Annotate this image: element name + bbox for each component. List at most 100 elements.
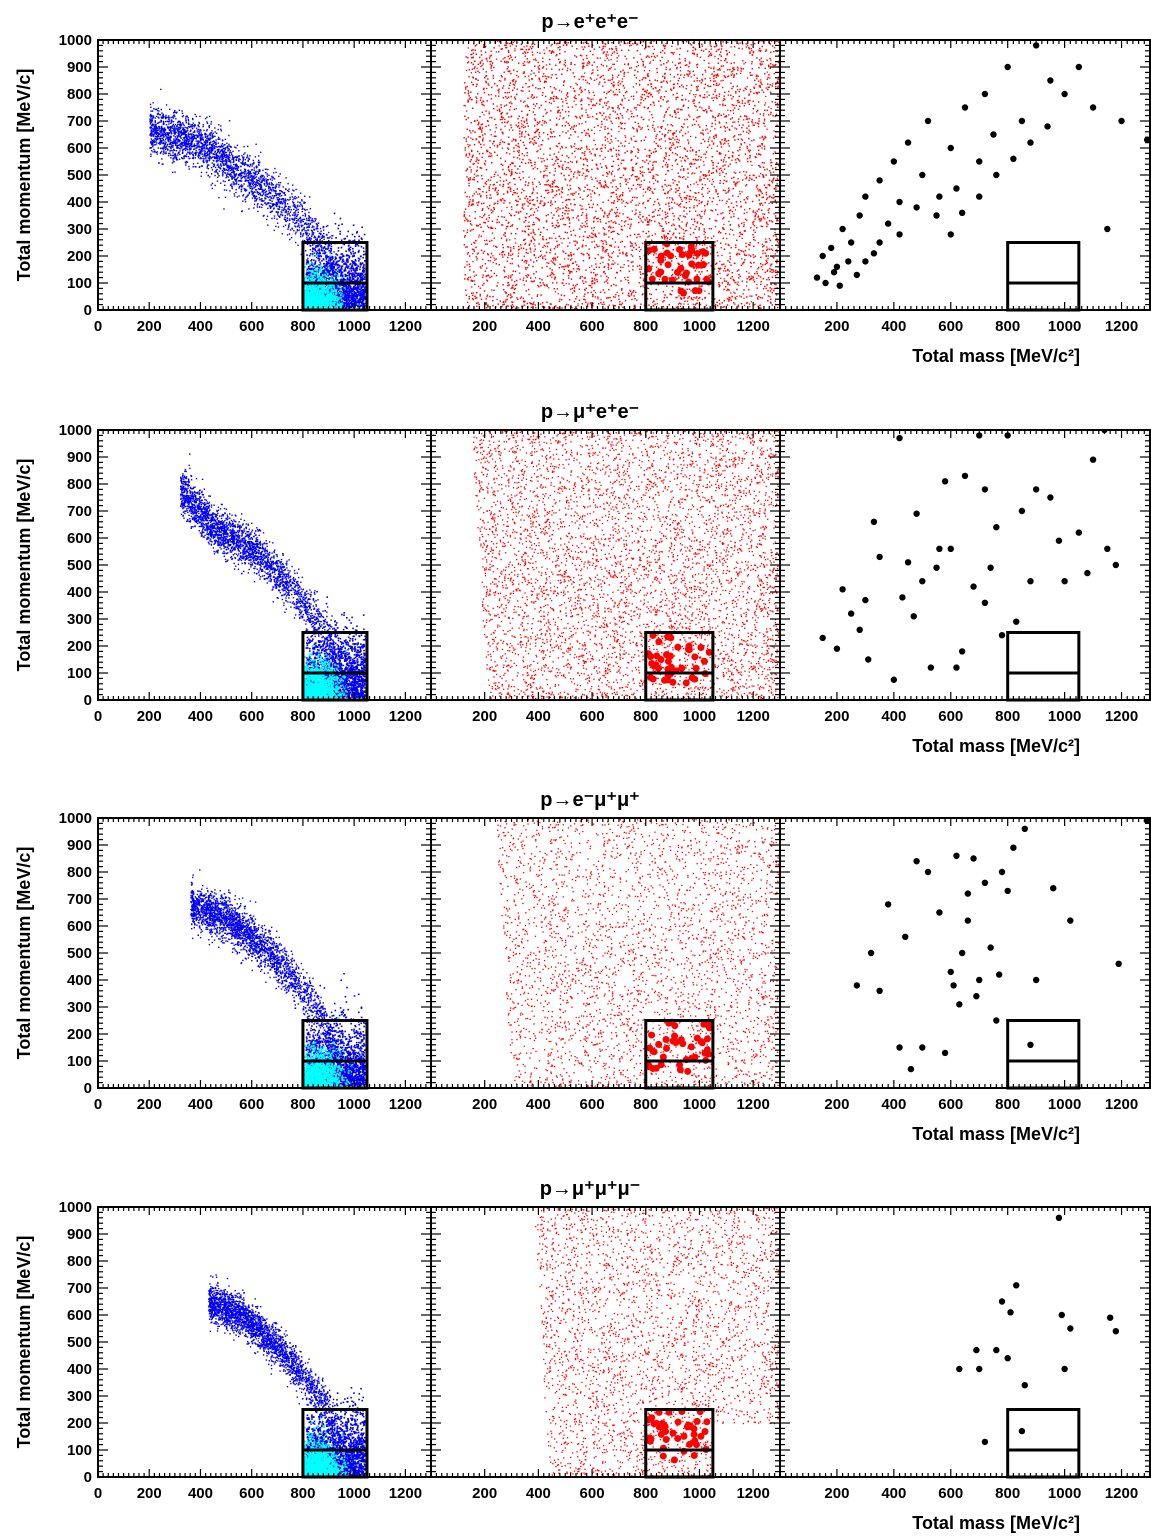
signal-mc-point (192, 166, 194, 168)
signal-mc-selected-point (340, 303, 342, 306)
signal-mc-point (342, 258, 344, 261)
signal-mc-point (247, 159, 249, 161)
signal-mc-point (212, 136, 214, 138)
signal-mc-point (172, 140, 175, 143)
signal-mc-point (160, 140, 163, 142)
signal-mc-point (345, 289, 348, 291)
signal-mc-point (362, 289, 365, 291)
signal-mc-point (363, 271, 365, 274)
signal-mc-point (334, 271, 336, 273)
signal-mc-point (279, 215, 281, 218)
signal-mc-point (328, 244, 331, 247)
signal-mc-point (217, 155, 219, 158)
signal-mc-point (301, 205, 303, 208)
signal-mc-point (291, 214, 294, 216)
signal-mc-point (225, 164, 227, 166)
signal-mc-selected-point (332, 292, 335, 295)
signal-mc-point (216, 149, 218, 151)
signal-mc-point (172, 130, 174, 132)
signal-mc-point (293, 201, 295, 204)
signal-mc-point (206, 161, 208, 164)
signal-mc-point (313, 235, 316, 238)
signal-mc-point (308, 233, 311, 235)
signal-mc-point (358, 274, 360, 277)
signal-mc-point (220, 163, 222, 165)
signal-mc-point (252, 172, 255, 174)
signal-mc-point (199, 134, 202, 136)
signal-mc-point (168, 138, 170, 140)
signal-mc-point (182, 131, 185, 134)
signal-mc-point (172, 142, 175, 145)
signal-mc-selected-point (320, 270, 323, 273)
signal-mc-point (275, 225, 277, 228)
signal-mc-point (166, 148, 168, 150)
signal-mc-selected-point (309, 270, 312, 272)
signal-mc-point (351, 300, 353, 303)
signal-mc-point (352, 297, 354, 300)
signal-mc-point (275, 211, 278, 213)
signal-mc-point (218, 138, 221, 140)
signal-mc-point (295, 226, 297, 228)
signal-mc-point (214, 151, 216, 153)
signal-mc-selected-point (303, 284, 306, 286)
signal-mc-point (293, 205, 295, 207)
signal-mc-point (254, 173, 257, 175)
signal-mc-point (338, 259, 341, 262)
signal-mc-point (207, 139, 209, 142)
signal-mc-point (344, 296, 346, 299)
signal-mc-point (192, 139, 194, 141)
signal-mc-point (207, 167, 210, 170)
y-axis-label: Total momentum [MeV/c] (14, 69, 34, 282)
signal-mc-point (363, 267, 366, 270)
signal-mc-point (230, 176, 233, 178)
signal-mc-point (222, 154, 224, 156)
signal-mc-point (248, 208, 250, 210)
signal-mc-point (185, 118, 187, 120)
signal-mc-point (227, 172, 229, 174)
signal-mc-point (345, 264, 348, 267)
signal-mc-point (217, 142, 220, 144)
signal-mc-point (156, 153, 158, 155)
signal-mc-point (348, 303, 350, 306)
signal-mc-point (202, 144, 205, 147)
signal-mc-point (277, 193, 279, 195)
signal-mc-point (327, 239, 330, 242)
signal-mc-point (153, 129, 155, 131)
signal-mc-point (363, 289, 366, 291)
signal-mc-point (269, 206, 272, 208)
signal-mc-point (160, 120, 163, 123)
signal-mc-point (274, 195, 276, 197)
signal-mc-point (341, 297, 343, 299)
signal-mc-point (190, 142, 192, 144)
signal-mc-point (162, 163, 164, 165)
signal-mc-point (224, 148, 226, 150)
signal-mc-point (250, 175, 252, 177)
signal-mc-point (214, 142, 216, 144)
signal-mc-point (149, 147, 151, 149)
signal-mc-point (292, 218, 294, 221)
signal-mc-point (228, 145, 230, 147)
signal-mc-point (304, 232, 307, 234)
signal-mc-point (228, 148, 231, 150)
signal-mc-point (256, 206, 259, 208)
signal-mc-point (217, 148, 219, 151)
signal-mc-point (193, 148, 195, 151)
signal-mc-point (330, 263, 332, 266)
signal-mc-point (215, 154, 218, 156)
signal-mc-point (151, 133, 153, 135)
signal-mc-point (154, 137, 156, 140)
signal-mc-point (156, 142, 158, 144)
signal-mc-point (151, 123, 154, 125)
signal-mc-point (352, 252, 355, 255)
signal-mc-point (313, 267, 316, 270)
signal-mc-point (299, 201, 301, 204)
signal-mc-point (183, 157, 185, 160)
signal-mc-point (172, 150, 174, 152)
signal-mc-point (232, 169, 234, 171)
signal-mc-point (259, 180, 261, 182)
signal-mc-point (254, 176, 256, 179)
signal-mc-point (311, 230, 313, 232)
signal-mc-point (213, 147, 215, 149)
signal-mc-point (224, 151, 227, 153)
signal-mc-point (339, 217, 342, 220)
